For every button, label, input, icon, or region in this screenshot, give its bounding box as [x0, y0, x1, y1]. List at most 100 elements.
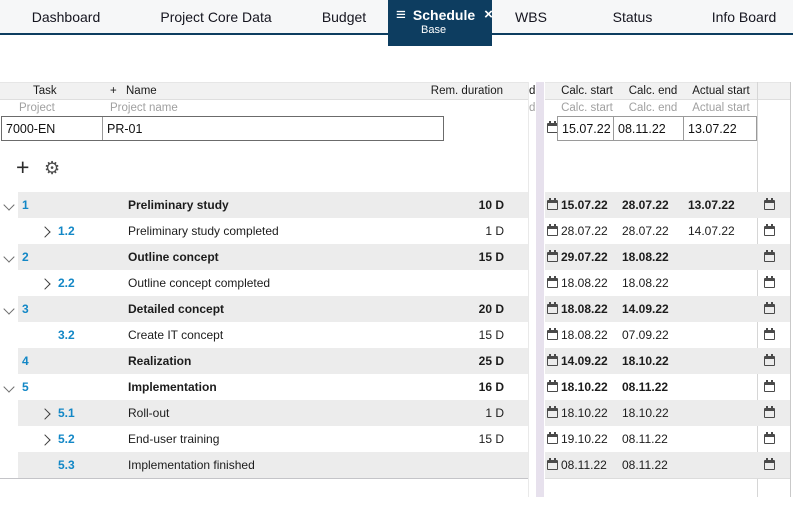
column-header-rem-duration[interactable]: Rem. duration	[430, 85, 503, 97]
tab-budget[interactable]: Budget	[321, 8, 367, 25]
hamburger-icon[interactable]: ≡	[396, 4, 406, 24]
project-calc-end-field[interactable]	[613, 116, 684, 141]
calc-start-date[interactable]: 14.09.22	[561, 354, 608, 368]
task-row[interactable]: 5 Implementation 16 D	[0, 374, 528, 400]
project-actual-start-field[interactable]	[683, 116, 757, 141]
chevron-down-icon[interactable]	[3, 381, 15, 393]
tab-wbs[interactable]: WBS	[515, 8, 547, 25]
chevron-right-icon[interactable]	[39, 434, 51, 446]
chevron-right-icon[interactable]	[39, 278, 51, 290]
calc-end-date[interactable]: 08.11.22	[622, 380, 669, 394]
calendar-icon[interactable]	[764, 458, 775, 470]
calendar-icon[interactable]	[764, 406, 775, 418]
chevron-down-icon[interactable]	[3, 303, 15, 315]
task-name[interactable]: End-user training	[128, 432, 220, 446]
calc-start-date[interactable]: 18.08.22	[561, 328, 608, 342]
calendar-icon[interactable]	[547, 458, 558, 470]
calendar-icon[interactable]	[764, 432, 775, 444]
tab-info-board[interactable]: Info Board	[711, 8, 777, 25]
task-row-dates[interactable]: 29.07.22 18.08.22	[545, 244, 790, 270]
task-row-dates[interactable]: 18.08.22 07.09.22	[545, 322, 790, 348]
task-name[interactable]: Detailed concept	[128, 302, 225, 316]
task-row-dates[interactable]: 08.11.22 08.11.22	[545, 452, 790, 478]
calendar-icon[interactable]	[764, 380, 775, 392]
task-row[interactable]: 1 Preliminary study 10 D	[0, 192, 528, 218]
task-row[interactable]: 2.2 Outline concept completed	[0, 270, 528, 296]
calc-end-date[interactable]: 28.07.22	[622, 198, 669, 212]
task-row-dates[interactable]: 19.10.22 08.11.22	[545, 426, 790, 452]
pane-splitter[interactable]	[536, 82, 544, 497]
calendar-icon[interactable]	[547, 276, 558, 288]
calendar-icon[interactable]	[547, 198, 558, 210]
task-row[interactable]: 5.1 Roll-out 1 D	[0, 400, 528, 426]
task-duration[interactable]: 20 D	[478, 302, 504, 316]
tab-project-core-data[interactable]: Project Core Data	[160, 8, 272, 25]
task-row[interactable]: 3.2 Create IT concept 15 D	[0, 322, 528, 348]
task-duration[interactable]: 1 D	[485, 406, 504, 420]
task-name[interactable]: Preliminary study	[128, 198, 229, 212]
calc-start-date[interactable]: 18.08.22	[561, 302, 608, 316]
task-duration[interactable]: 1 D	[485, 224, 504, 238]
task-row[interactable]: 5.2 End-user training 15 D	[0, 426, 528, 452]
task-row-dates[interactable]: 18.10.22 08.11.22	[545, 374, 790, 400]
task-name[interactable]: Roll-out	[128, 406, 170, 420]
calendar-icon[interactable]	[547, 354, 558, 366]
calc-end-date[interactable]: 18.08.22	[622, 250, 669, 264]
task-name[interactable]: Create IT concept	[128, 328, 224, 342]
calendar-icon[interactable]	[547, 328, 558, 340]
task-row-dates[interactable]: 28.07.22 28.07.22 14.07.22	[545, 218, 790, 244]
calc-start-date[interactable]: 18.10.22	[561, 380, 608, 394]
calendar-icon[interactable]	[764, 302, 775, 314]
column-header-task[interactable]: Task	[33, 85, 57, 97]
task-name[interactable]: Realization	[128, 354, 192, 368]
calendar-icon[interactable]	[547, 380, 558, 392]
task-row-dates[interactable]: 15.07.22 28.07.22 13.07.22	[545, 192, 790, 218]
column-header-actual-start[interactable]: Actual start	[692, 85, 750, 97]
task-duration[interactable]: 15 D	[478, 250, 504, 264]
calendar-icon[interactable]	[764, 250, 775, 262]
calendar-icon[interactable]	[547, 406, 558, 418]
close-icon[interactable]: ×	[484, 6, 493, 23]
task-name[interactable]: Preliminary study completed	[128, 224, 279, 238]
calc-start-date[interactable]: 28.07.22	[561, 224, 608, 238]
calendar-icon[interactable]	[764, 198, 775, 210]
task-row[interactable]: 5.3 Implementation finished	[0, 452, 528, 478]
calc-end-date[interactable]: 18.08.22	[622, 276, 669, 290]
task-row-dates[interactable]: 18.08.22 18.08.22	[545, 270, 790, 296]
calendar-icon[interactable]	[764, 328, 775, 340]
task-row[interactable]: 3 Detailed concept 20 D	[0, 296, 528, 322]
tab-status[interactable]: Status	[612, 8, 653, 25]
task-name[interactable]: Implementation	[128, 380, 217, 394]
task-row[interactable]: 4 Realization 25 D	[0, 348, 528, 374]
column-header-name[interactable]: Name	[126, 85, 157, 97]
calc-start-date[interactable]: 08.11.22	[561, 458, 607, 472]
calc-end-date[interactable]: 18.10.22	[622, 354, 669, 368]
project-name-field[interactable]	[103, 117, 443, 140]
task-duration[interactable]: 15 D	[478, 432, 504, 446]
column-header-calc-end[interactable]: Calc. end	[628, 85, 678, 97]
task-row-dates[interactable]: 18.10.22 18.10.22	[545, 400, 790, 426]
task-duration[interactable]: 25 D	[478, 354, 504, 368]
gear-icon[interactable]: ⚙	[44, 158, 61, 178]
calendar-icon[interactable]	[547, 224, 558, 236]
calc-end-date[interactable]: 08.11.22	[622, 432, 668, 446]
calc-start-date[interactable]: 19.10.22	[561, 432, 608, 446]
calendar-icon[interactable]	[547, 302, 558, 314]
chevron-right-icon[interactable]	[39, 408, 51, 420]
chevron-right-icon[interactable]	[39, 226, 51, 238]
calc-end-date[interactable]: 18.10.22	[622, 406, 669, 420]
calc-end-date[interactable]: 28.07.22	[622, 224, 669, 238]
project-id-field[interactable]	[2, 117, 103, 140]
calc-start-date[interactable]: 18.10.22	[561, 406, 608, 420]
tab-dashboard[interactable]: Dashboard	[31, 8, 101, 25]
calendar-icon[interactable]	[547, 250, 558, 262]
calendar-icon[interactable]	[764, 224, 775, 236]
column-header-calc-start[interactable]: Calc. start	[561, 85, 613, 97]
tab-schedule[interactable]: ≡ Schedule × Base	[388, 0, 493, 46]
task-duration[interactable]: 16 D	[478, 380, 504, 394]
calendar-icon[interactable]	[547, 432, 558, 444]
calc-end-date[interactable]: 08.11.22	[622, 458, 668, 472]
task-name[interactable]: Implementation finished	[128, 458, 255, 472]
task-name[interactable]: Outline concept	[128, 250, 219, 264]
actual-start-date[interactable]: 13.07.22	[688, 198, 735, 212]
